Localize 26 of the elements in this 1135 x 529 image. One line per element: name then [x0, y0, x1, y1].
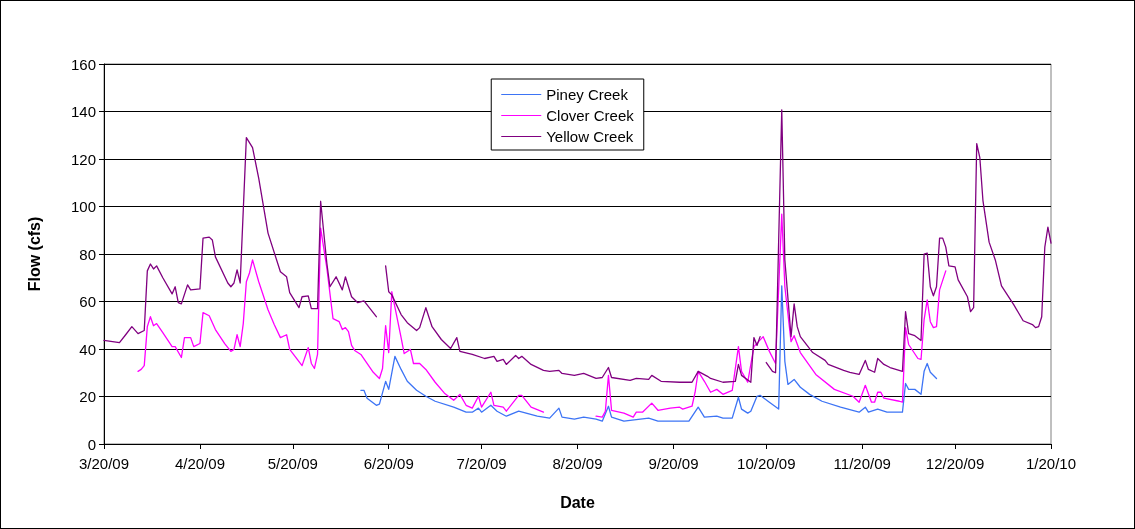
- y-axis-title: Flow (cfs): [25, 216, 43, 292]
- x-tick-label: 5/20/09: [267, 455, 318, 472]
- x-tick-label: 8/20/09: [552, 455, 603, 472]
- x-tick-label: 4/20/09: [174, 455, 225, 472]
- y-tick-label: 0: [87, 435, 96, 453]
- x-tick-label: 7/20/09: [456, 455, 507, 472]
- y-tick-label: 100: [70, 198, 96, 215]
- x-tick-label: 10/20/09: [737, 455, 796, 472]
- legend-label: Yellow Creek: [546, 128, 634, 145]
- y-tick-label: 160: [70, 55, 96, 73]
- x-tick-label: 6/20/09: [363, 455, 414, 472]
- y-tick-label: 80: [79, 245, 96, 263]
- y-tick-label: 120: [70, 150, 96, 168]
- y-tick-label: 60: [79, 293, 96, 310]
- x-tick-label: 3/20/09: [78, 455, 130, 472]
- x-tick-label: 12/20/09: [925, 455, 985, 472]
- x-tick-label: 1/20/10: [1025, 455, 1077, 472]
- legend-label: Piney Creek: [546, 86, 629, 103]
- y-tick-label: 140: [70, 103, 96, 120]
- legend-label: Clover Creek: [546, 107, 635, 124]
- x-tick-label: 9/20/09: [648, 455, 699, 472]
- x-tick-label: 11/20/09: [833, 455, 891, 472]
- line-series: [360, 285, 938, 422]
- x-axis-title: Date: [560, 493, 595, 511]
- y-tick-label: 40: [79, 340, 96, 358]
- y-tick-label: 20: [79, 388, 96, 405]
